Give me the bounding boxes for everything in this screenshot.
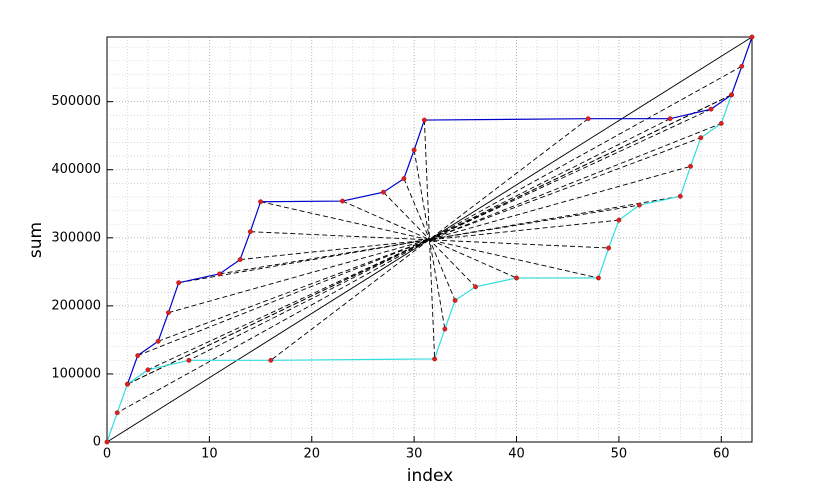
x-tick-label: 0 (103, 447, 111, 462)
point (114, 410, 120, 416)
y-tick-label: 300000 (51, 230, 101, 245)
point (442, 326, 448, 332)
point (606, 245, 612, 251)
pair-line (106, 36, 753, 443)
pair-line (270, 118, 589, 361)
pair-line (168, 165, 691, 314)
point (636, 202, 642, 208)
point (104, 439, 110, 445)
point (729, 92, 734, 98)
point (166, 310, 171, 316)
point (381, 189, 386, 195)
point (432, 356, 438, 362)
point (340, 198, 345, 204)
point (749, 34, 755, 40)
point (585, 116, 591, 122)
point (514, 275, 519, 281)
point (247, 229, 253, 235)
point (155, 338, 161, 344)
point (217, 271, 223, 277)
point (718, 121, 724, 126)
y-tick-label: 200000 (51, 298, 101, 313)
x-axis-title: index (407, 466, 454, 486)
y-tick-label: 100000 (51, 366, 101, 381)
point (667, 116, 673, 122)
pair-line (188, 118, 671, 361)
point (135, 353, 141, 358)
y-tick-label: 500000 (51, 94, 101, 109)
y-tick-label: 400000 (51, 162, 101, 177)
point (145, 367, 151, 373)
x-tick-label: 20 (303, 447, 320, 462)
point (596, 275, 601, 281)
point (452, 298, 458, 303)
point (258, 199, 263, 205)
point (698, 135, 704, 141)
x-tick-label: 10 (201, 447, 218, 462)
series-line (126, 36, 753, 385)
point (688, 163, 693, 169)
point (616, 217, 622, 223)
point (473, 284, 478, 290)
point (739, 63, 745, 69)
x-tick-label: 60 (713, 447, 730, 462)
pair-line (178, 195, 681, 284)
point (411, 147, 417, 153)
point (237, 257, 243, 262)
x-tick-label: 30 (406, 447, 423, 462)
pair-line (260, 201, 599, 279)
y-axis-title: sum (26, 222, 46, 258)
point (176, 280, 182, 286)
y-tick-label: 0 (93, 435, 101, 450)
plot-frame (106, 36, 753, 443)
point (125, 381, 130, 387)
point (186, 357, 192, 363)
point (268, 357, 274, 363)
point (421, 117, 427, 123)
pair-line (117, 65, 742, 414)
series-line (106, 94, 733, 443)
x-tick-label: 40 (508, 447, 525, 462)
x-tick-label: 50 (611, 447, 628, 462)
point (708, 106, 714, 112)
point (677, 193, 683, 199)
point (401, 176, 407, 181)
